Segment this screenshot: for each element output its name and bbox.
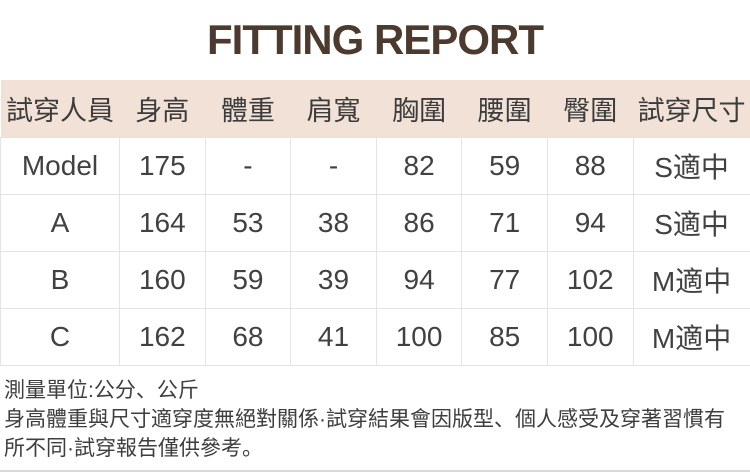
table-cell: S適中 bbox=[632, 193, 750, 252]
table-cell: 86 bbox=[375, 193, 463, 252]
table-cell: M適中 bbox=[632, 307, 750, 366]
title-bar: FITTING REPORT bbox=[0, 0, 750, 80]
table-row: B 160 59 39 94 77 102 M適中 bbox=[0, 250, 750, 309]
table-cell: 94 bbox=[546, 193, 634, 252]
table-cell: 160 bbox=[119, 250, 206, 309]
table-cell: A bbox=[0, 193, 120, 252]
column-header: 臀圍 bbox=[547, 80, 634, 137]
table-cell: Model bbox=[0, 136, 120, 195]
table-cell: S適中 bbox=[632, 136, 750, 195]
table-cell: 88 bbox=[546, 136, 634, 195]
column-header: 肩寬 bbox=[290, 80, 377, 137]
table-cell: - bbox=[204, 136, 292, 195]
table-cell: 77 bbox=[461, 250, 548, 309]
table-cell: B bbox=[0, 250, 120, 309]
table-cell: 164 bbox=[119, 193, 206, 252]
table-cell: 59 bbox=[204, 250, 292, 309]
table-cell: C bbox=[0, 307, 120, 366]
column-header: 胸圍 bbox=[376, 80, 462, 137]
table-cell: 100 bbox=[375, 307, 463, 366]
table-cell: 39 bbox=[290, 250, 377, 309]
table-cell: 59 bbox=[461, 136, 548, 195]
table-cell: 68 bbox=[204, 307, 292, 366]
column-header: 試穿尺寸 bbox=[633, 80, 750, 137]
table-cell: 175 bbox=[119, 136, 206, 195]
table-row: C 162 68 41 100 85 100 M適中 bbox=[0, 307, 750, 366]
table-cell: - bbox=[290, 136, 377, 195]
table-cell: 94 bbox=[375, 250, 463, 309]
page-title: FITTING REPORT bbox=[207, 16, 544, 63]
table-row: A 164 53 38 86 71 94 S適中 bbox=[0, 193, 750, 252]
table-row: Model 175- -82 59 88 S適中 bbox=[0, 136, 750, 195]
disclaimer-note: 身高體重與尺寸適穿度無絕對關係·試穿結果會因版型、個人感受及穿著習慣有所不同·試… bbox=[4, 407, 725, 460]
table-cell: 38 bbox=[290, 193, 377, 252]
table-cell: M適中 bbox=[632, 250, 750, 309]
fitting-table: 試穿人員 身高 體重 肩寬 胸圍 腰圍 臀圍 試穿尺寸 Model 175- -82 59 88 S適中… bbox=[0, 80, 750, 366]
table-cell: 41 bbox=[290, 307, 377, 366]
column-header: 體重 bbox=[205, 80, 291, 137]
column-header: 試穿人員 bbox=[0, 80, 120, 137]
table-cell: 162 bbox=[119, 307, 206, 366]
measurement-unit-note: 測量單位:公分、公斤 bbox=[4, 378, 199, 402]
table-cell: 53 bbox=[204, 193, 292, 252]
column-header: 身高 bbox=[119, 80, 206, 137]
column-header: 腰圍 bbox=[461, 80, 548, 137]
table-cell: 82 bbox=[375, 136, 463, 195]
table-cell: 71 bbox=[461, 193, 548, 252]
table-header-row: 試穿人員 身高 體重 肩寬 胸圍 腰圍 臀圍 試穿尺寸 bbox=[0, 80, 750, 137]
table-cell: 85 bbox=[461, 307, 548, 366]
table-cell: 102 bbox=[546, 250, 634, 309]
table-cell: 100 bbox=[546, 307, 634, 366]
notes-section: 測量單位:公分、公斤 身高體重與尺寸適穿度無絕對關係·試穿結果會因版型、個人感受… bbox=[0, 366, 750, 463]
